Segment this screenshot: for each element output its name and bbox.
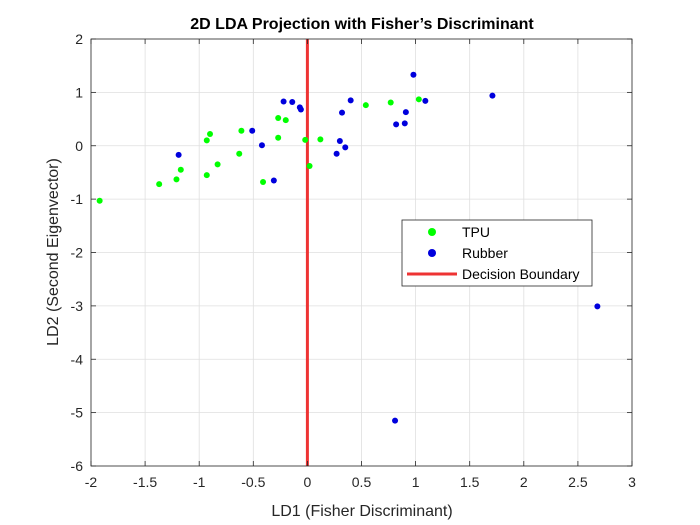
data-point-tpu [260, 179, 267, 186]
data-point-rubber [392, 417, 399, 424]
y-tick-label: -5 [71, 405, 84, 421]
data-point-rubber [333, 150, 340, 157]
legend-label-tpu: TPU [462, 224, 490, 240]
y-tick-labels: -6 -5 -4 -3 -2 -1 0 1 2 [71, 31, 84, 474]
y-tick-label: -3 [71, 298, 84, 314]
axis-ticks [90, 38, 633, 467]
x-tick-label: -1.5 [133, 474, 157, 490]
data-point-tpu [177, 166, 184, 173]
data-point-tpu [238, 127, 245, 134]
data-point-tpu [282, 117, 289, 124]
x-tick-label: 0.5 [352, 474, 372, 490]
data-point-tpu [302, 136, 309, 143]
data-point-rubber [339, 109, 346, 116]
legend-label-rubber: Rubber [462, 245, 508, 261]
data-point-rubber [489, 92, 496, 99]
y-axis-title: LD2 (Second Eigenvector) [45, 158, 62, 346]
data-point-tpu [156, 181, 163, 188]
data-point-tpu [317, 136, 324, 143]
data-point-rubber [342, 144, 349, 151]
x-tick-label: -2 [85, 474, 98, 490]
legend: TPU Rubber Decision Boundary [401, 219, 593, 287]
data-point-rubber [280, 98, 287, 105]
legend-marker-tpu [428, 228, 436, 236]
x-tick-label: 2.5 [568, 474, 588, 490]
data-point-rubber [393, 121, 400, 128]
data-point-rubber [289, 98, 296, 105]
data-point-tpu [203, 172, 210, 179]
data-point-tpu [275, 134, 282, 141]
x-tick-labels: -2 -1.5 -1 -0.5 0 0.5 1 1.5 2 2.5 3 [85, 474, 636, 490]
data-point-tpu [415, 96, 422, 103]
data-point-rubber [410, 71, 417, 78]
data-point-rubber [401, 120, 408, 127]
x-axis-title: LD1 (Fisher Discriminant) [271, 503, 452, 520]
data-point-tpu [173, 176, 180, 183]
y-tick-label: 2 [75, 31, 83, 47]
x-tick-label: -1 [193, 474, 206, 490]
data-point-rubber [402, 109, 409, 116]
x-tick-label: 1.5 [460, 474, 480, 490]
data-point-tpu [306, 163, 313, 170]
y-tick-label: -1 [71, 191, 84, 207]
data-point-tpu [236, 150, 243, 157]
x-tick-label: -0.5 [241, 474, 265, 490]
data-point-tpu [387, 99, 394, 106]
x-tick-label: 3 [628, 474, 636, 490]
data-point-rubber [336, 137, 343, 144]
data-point-tpu [203, 137, 210, 144]
data-point-rubber [270, 177, 277, 184]
y-tick-label: -4 [71, 351, 84, 367]
y-tick-label: 1 [75, 84, 83, 100]
data-point-rubber [422, 97, 429, 104]
data-point-rubber [249, 127, 256, 134]
data-point-rubber [175, 151, 182, 158]
x-tick-label: 1 [412, 474, 420, 490]
data-points [96, 71, 601, 424]
y-tick-label: 0 [75, 138, 83, 154]
y-tick-label: -2 [71, 245, 84, 261]
data-point-rubber [347, 97, 354, 104]
y-tick-label: -6 [71, 458, 84, 474]
data-point-rubber [297, 106, 304, 113]
data-point-tpu [207, 131, 214, 138]
data-point-tpu [362, 102, 369, 109]
data-point-tpu [214, 161, 221, 168]
x-tick-label: 2 [520, 474, 528, 490]
data-point-tpu [96, 197, 103, 204]
data-point-rubber [594, 303, 601, 310]
x-tick-label: 0 [304, 474, 312, 490]
data-point-rubber [258, 142, 265, 149]
legend-marker-rubber [428, 249, 436, 257]
legend-label-decision-boundary: Decision Boundary [462, 266, 580, 282]
chart-title: 2D LDA Projection with Fisher’s Discrimi… [190, 16, 534, 33]
data-point-tpu [275, 114, 282, 121]
